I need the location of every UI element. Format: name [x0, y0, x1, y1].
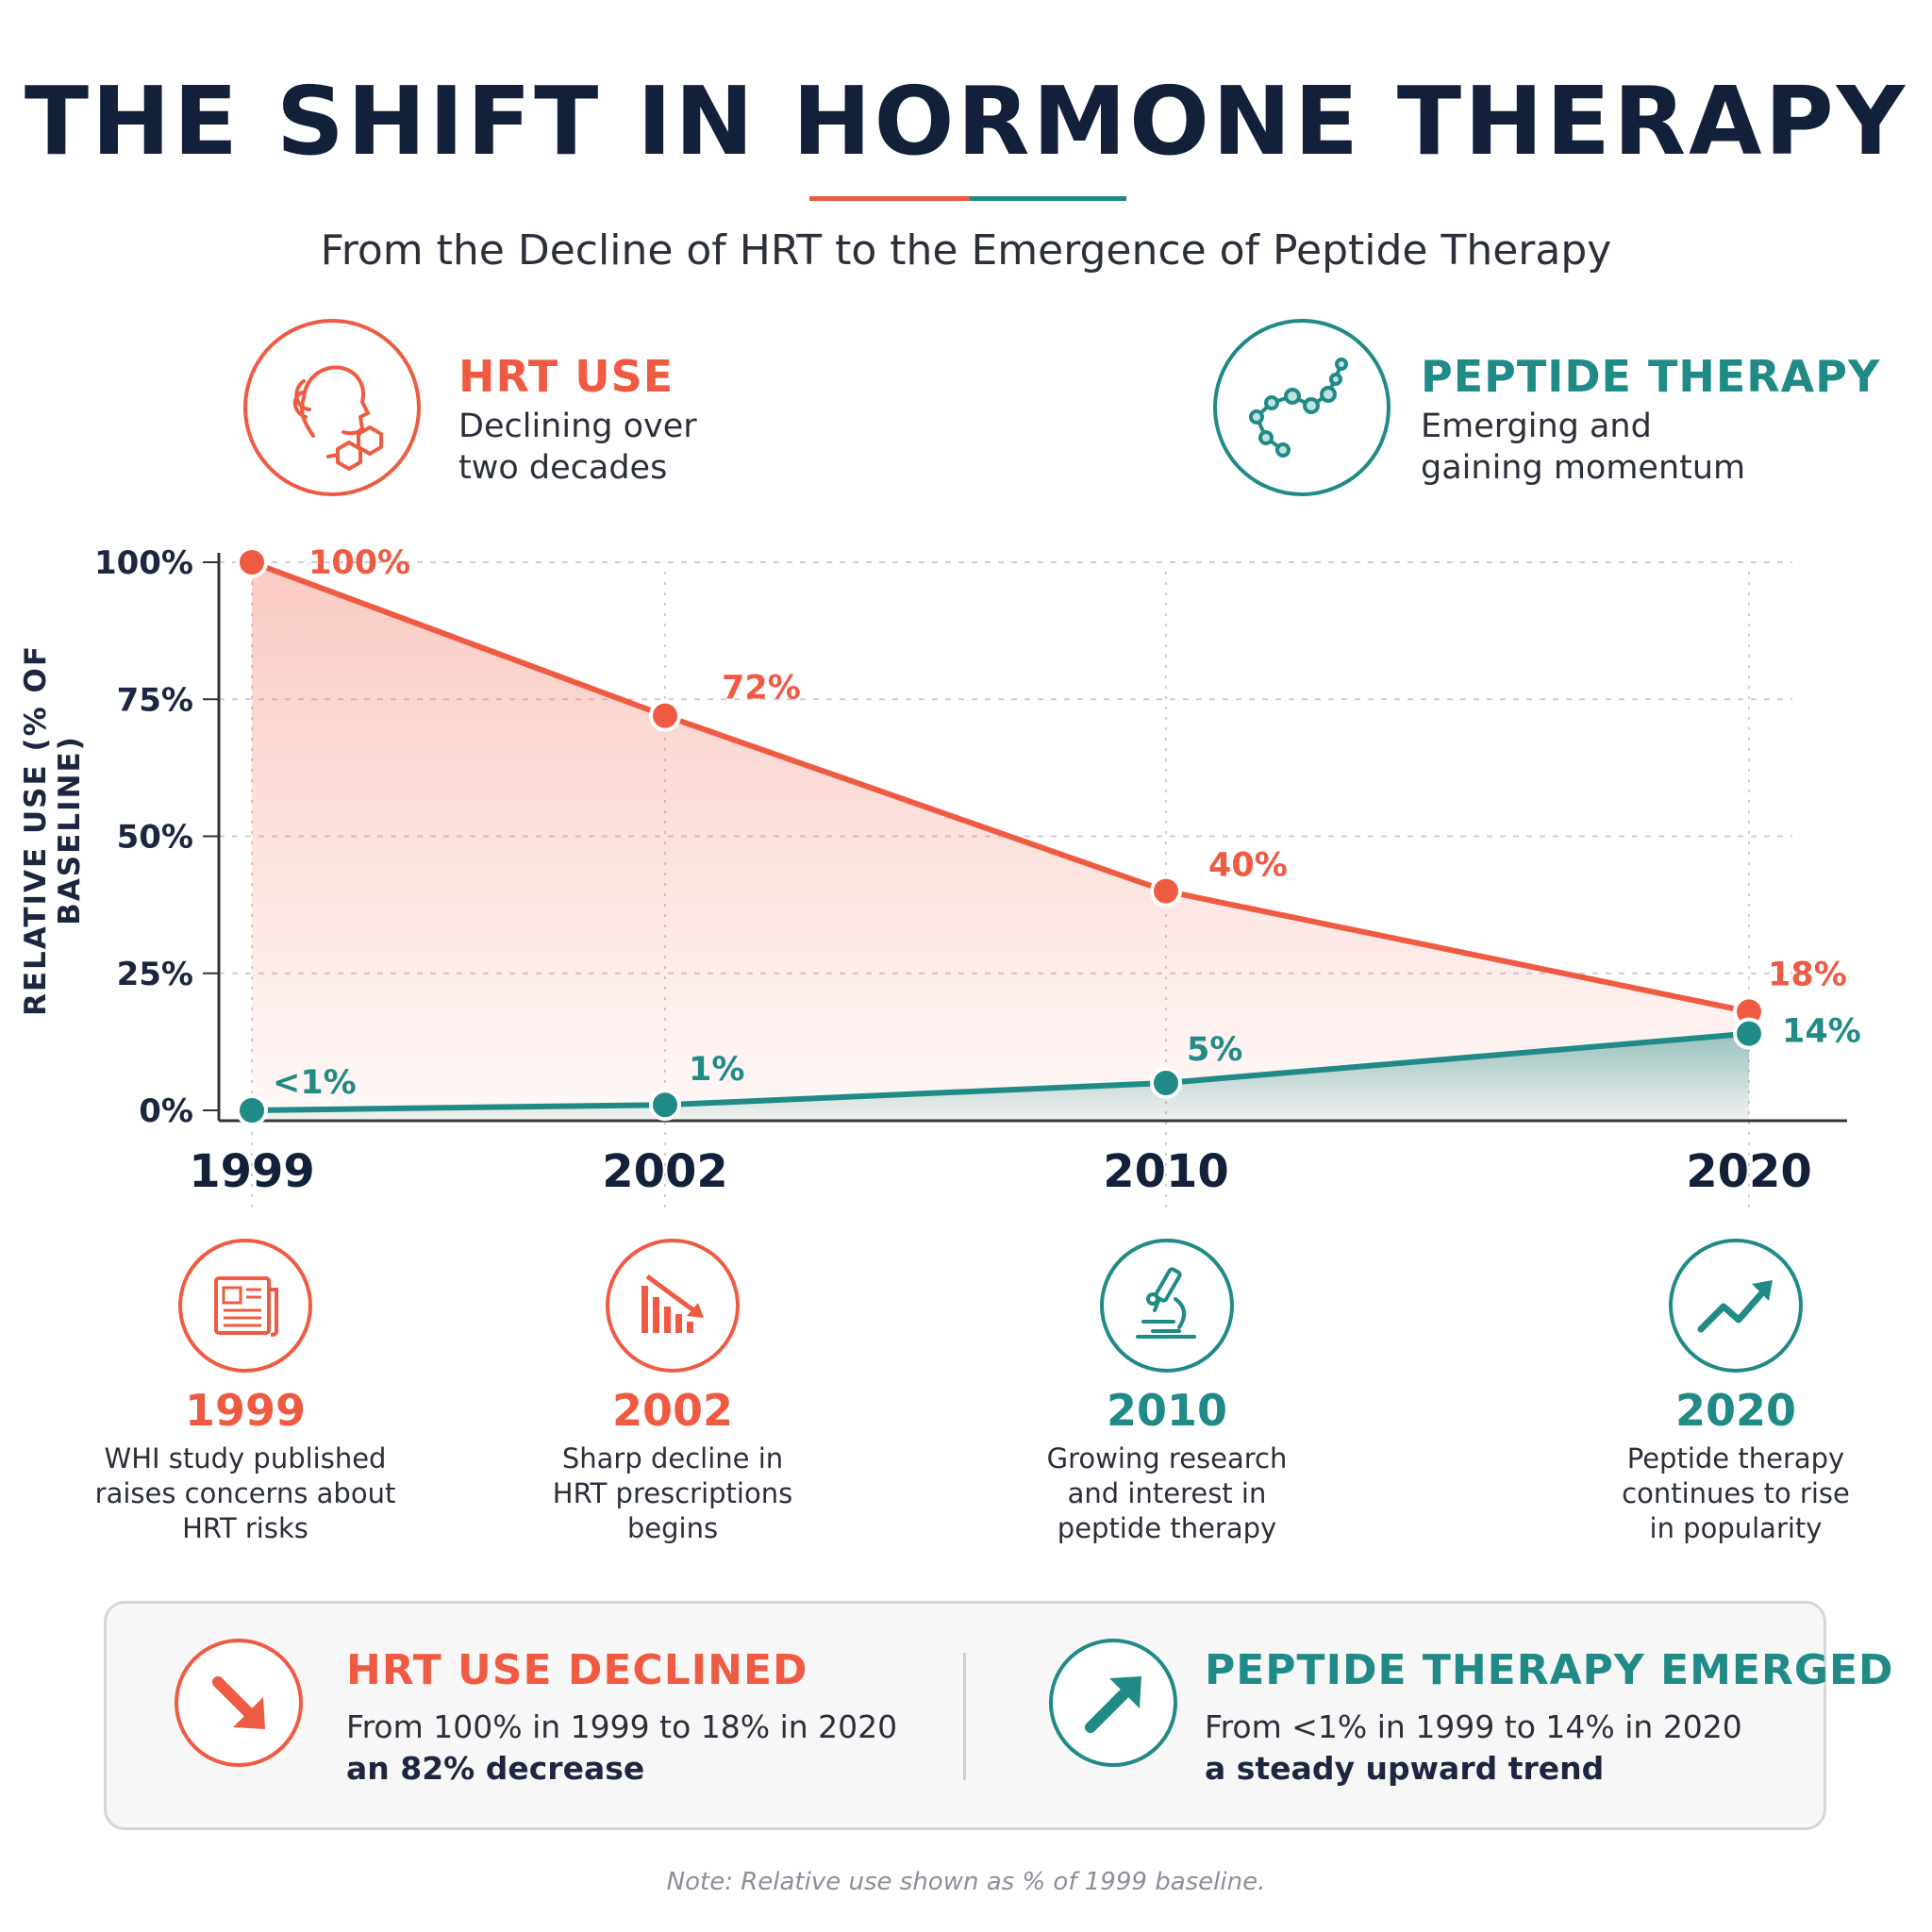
- hrt-point: [1150, 874, 1182, 908]
- woman-profile-molecule-icon: [243, 319, 421, 496]
- milestone-description-line: continues to rise: [1622, 1477, 1850, 1509]
- milestone-description-line: in popularity: [1649, 1512, 1823, 1544]
- hrt-point: [649, 699, 681, 732]
- legend-hrt-desc-line2: two decades: [458, 449, 668, 487]
- trending-up-icon: [1669, 1239, 1803, 1373]
- milestone-description-line: peptide therapy: [1057, 1512, 1277, 1544]
- milestone-year: 2002: [611, 1385, 734, 1436]
- page-title: THE SHIFT IN HORMONE THERAPY: [24, 66, 1908, 176]
- microscope-icon: [1100, 1239, 1234, 1373]
- legend-hrt-desc: Declining over two decades: [458, 406, 798, 489]
- x-tick-label: 2020: [1686, 1145, 1812, 1198]
- milestone-description: Sharp decline in HRT prescriptions begins: [522, 1441, 824, 1546]
- peptide-data-label: 1%: [689, 1051, 744, 1089]
- y-tick-label: 75%: [117, 681, 193, 719]
- y-tick-label: 0%: [139, 1092, 193, 1130]
- declining-bars-icon: [606, 1239, 740, 1373]
- y-tick-label: 100%: [94, 544, 193, 582]
- peptide-line: [251, 1030, 1750, 1113]
- summary-peptide-highlight: a steady upward trend: [1205, 1750, 1605, 1787]
- hrt-data-label: 18%: [1768, 956, 1847, 993]
- peptide-data-label: <1%: [273, 1064, 357, 1102]
- milestone-description-line: WHI study published: [104, 1442, 387, 1474]
- milestone-description: Peptide therapy continues to rise in popul…: [1585, 1441, 1887, 1546]
- summary-hrt-title: HRT USE DECLINED: [346, 1646, 808, 1694]
- newspaper-icon: [178, 1239, 312, 1373]
- hrt-point: [236, 546, 268, 578]
- milestone-description-line: begins: [626, 1512, 719, 1544]
- milestone-year: 2020: [1674, 1385, 1797, 1436]
- milestone-year: 1999: [184, 1385, 307, 1436]
- milestone-description: Growing research and interest in peptide t…: [1016, 1441, 1318, 1546]
- legend-peptide-desc: Emerging and gaining momentum: [1421, 406, 1760, 489]
- peptide-point: [236, 1094, 268, 1126]
- x-tick-label: 1999: [189, 1145, 315, 1198]
- milestone-description: WHI study published raises concerns about…: [94, 1441, 396, 1546]
- title-underline-teal: [970, 196, 1126, 201]
- legend-hrt-title: HRT USE: [458, 351, 675, 402]
- arrow-down-right-icon: [175, 1639, 303, 1767]
- peptide-point: [1150, 1066, 1182, 1099]
- peptide-data-label: 5%: [1187, 1031, 1242, 1069]
- peptide-area: [252, 1033, 1749, 1121]
- milestone-year: 2010: [1106, 1385, 1228, 1436]
- footnote: Note: Relative use shown as % of 1999 ba…: [666, 1868, 1266, 1896]
- title-underline-coral: [809, 196, 970, 201]
- milestone-description-line: raises concerns about: [94, 1477, 396, 1509]
- summary-hrt-text: From 100% in 1999 to 18% in 2020: [346, 1708, 898, 1745]
- milestone-description-line: HRT risks: [182, 1512, 308, 1544]
- legend-peptide-title: PEPTIDE THERAPY: [1421, 351, 1881, 402]
- x-tick-label: 2002: [602, 1145, 728, 1198]
- page-subtitle: From the Decline of HRT to the Emergence…: [320, 226, 1612, 275]
- peptide-data-label: 14%: [1782, 1013, 1861, 1051]
- hrt-line: [250, 559, 1750, 1015]
- milestone-description-line: Sharp decline in: [561, 1442, 784, 1474]
- y-tick-label: 50%: [117, 819, 193, 857]
- summary-peptide-title: PEPTIDE THERAPY EMERGED: [1205, 1646, 1894, 1694]
- legend-peptide-desc-line2: gaining momentum: [1421, 449, 1746, 487]
- milestone-description-line: and interest in: [1067, 1477, 1267, 1509]
- hrt-data-label: 72%: [722, 670, 801, 708]
- milestone-description-line: Growing research: [1046, 1442, 1288, 1474]
- peptide-chain-icon: [1213, 319, 1391, 496]
- x-tick-label: 2010: [1103, 1145, 1229, 1198]
- summary-divider: [963, 1653, 966, 1780]
- hrt-data-label: 40%: [1208, 847, 1288, 885]
- hrt-data-label: 100%: [308, 544, 410, 582]
- summary-hrt-highlight: an 82% decrease: [346, 1750, 645, 1787]
- peptide-point: [649, 1089, 681, 1122]
- milestone-description-line: Peptide therapy: [1626, 1442, 1845, 1474]
- summary-peptide-text: From <1% in 1999 to 14% in 2020: [1205, 1708, 1742, 1745]
- peptide-point: [1733, 1017, 1765, 1050]
- y-tick-label: 25%: [117, 956, 193, 993]
- legend-hrt-desc-line1: Declining over: [458, 408, 697, 445]
- line-chart: 0% 25% 50% 75% 100% 100% 72% 40% 18% <1% 1% 5% 14% 19…: [94, 544, 1861, 1208]
- legend-peptide-desc-line1: Emerging and: [1421, 408, 1652, 445]
- arrow-up-right-icon: [1049, 1639, 1177, 1767]
- milestone-description-line: HRT prescriptions: [552, 1477, 793, 1509]
